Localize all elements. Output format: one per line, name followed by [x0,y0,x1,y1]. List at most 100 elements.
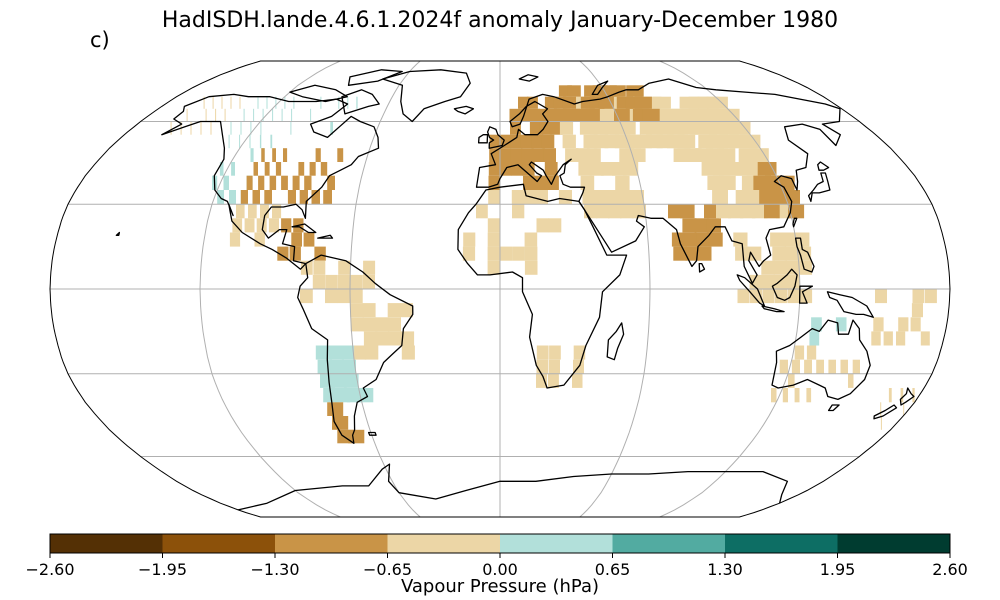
anomaly-cell-india [668,204,683,219]
coastline-new-zealand-north [899,387,915,406]
anomaly-cell-southern-south-america [341,359,356,374]
anomaly-cell-northern-russia [558,85,572,97]
anomaly-cell-middle-east [608,204,622,219]
anomaly-cell-eastern-us [309,162,316,176]
anomaly-cell-pacific-islands [896,331,906,346]
anomaly-cell-southern-south-america [328,345,342,360]
anomaly-cell-new-zealand [880,402,882,416]
anomaly-cell-western-canada [291,108,293,122]
anomaly-cell-brazil [400,303,413,318]
colorbar-swatch [837,534,951,553]
anomaly-cell-australia [779,359,788,374]
anomaly-cell-western-canada [243,108,245,122]
coastline-greenland [382,69,471,123]
anomaly-cell-southeast-asia [762,289,775,304]
anomaly-cell-europe [510,134,522,149]
anomaly-cell-brazil [375,317,389,332]
anomaly-cell-russia [652,96,671,109]
anomaly-cell-western-canada [249,134,251,149]
anomaly-cell-middle-east [594,190,608,205]
anomaly-cell-southern-south-america [335,388,351,403]
anomaly-cell-north-africa [536,218,550,233]
colorbar-swatches [50,534,951,553]
anomaly-cell-central-us [261,148,265,162]
anomaly-cell-europe [544,162,558,176]
anomaly-cell-mexico [268,218,279,233]
anomaly-cell-western-canada [266,96,268,109]
anomaly-cell-scandinavia [510,121,521,135]
anomaly-cell-caribbean [303,232,315,247]
anomaly-cell-southeast-asia [773,260,788,275]
anomaly-cell-australia [840,359,848,374]
coastlines [115,69,915,511]
anomaly-cell-brazil [364,345,379,360]
anomaly-cell-russia [677,134,696,149]
anomaly-cell-middle-east [612,162,627,176]
anomaly-cell-northern-canada [347,96,349,109]
anomaly-cell-caribbean [314,246,326,261]
anomaly-cell-mexico [256,218,267,233]
anomaly-cell-alaska [212,96,214,109]
anomaly-cell-western-canada [272,108,274,122]
anomaly-cell-pacific-islands [912,289,925,304]
anomaly-cell-west-africa [500,246,513,261]
anomaly-cell-middle-east [589,162,604,176]
anomaly-cell-russia [717,148,736,162]
anomaly-cell-west-africa [524,246,538,261]
anomaly-cell-southern-africa [536,359,548,374]
coastline-philippines [794,237,815,273]
graticule-lines [50,61,950,517]
anomaly-cell-europe [531,134,544,149]
anomaly-cell-southeast-asia [761,260,775,275]
colorbar-label: Vapour Pressure (hPa) [400,576,600,597]
meridian-line [199,61,341,517]
anomaly-cell-western-canada [262,108,264,122]
anomaly-cell-mexico [254,232,265,247]
anomaly-cell-brazil [363,317,377,332]
anomaly-cell-middle-east [615,175,630,190]
anomaly-cell-northern-canada [310,108,312,122]
anomaly-cell-west-africa [487,246,500,261]
anomaly-cell-china [752,204,768,219]
anomaly-cell-brazil [362,303,376,318]
anomaly-cell-western-canada [240,121,242,135]
anomaly-cell-middle-east [582,190,596,205]
anomaly-cell-europe [511,162,523,176]
anomaly-cell-northern-russia [567,85,581,97]
anomaly-cell-india [706,218,721,233]
anomaly-cell-patagonia [348,429,365,444]
anomaly-cell-west-africa [463,232,476,247]
anomaly-cell-china [718,175,736,190]
anomaly-cell-pacific-islands [871,331,881,346]
anomaly-cell-western-us [250,148,254,162]
anomaly-cell-scandinavia [529,121,542,135]
anomaly-cell-russia [559,121,574,135]
anomaly-cell-mexico [248,204,257,219]
anomaly-cell-west-africa [524,232,538,247]
anomaly-cell-southern-africa [572,373,583,388]
coastline-north-america [161,93,380,270]
anomaly-cell-eastern-us [337,148,344,162]
anomaly-cell-europe [489,134,500,149]
anomaly-cell-europe [521,148,534,162]
anomaly-cell-scandinavia [509,108,520,122]
coastline-cuba [291,223,317,234]
anomaly-cell-eastern-us [292,175,300,190]
coastline-novaya-zemlya [591,80,609,96]
anomaly-cell-southeast-asia [794,232,810,247]
anomaly-cell-middle-east [606,190,620,205]
coastline-falklands [367,431,377,436]
anomaly-cell-brazil [376,331,390,346]
anomaly-cell-southeast-asia [770,232,785,247]
anomaly-cell-middle-east [617,190,632,205]
anomaly-cell-europe [543,148,556,162]
anomaly-cell-north-africa [476,204,488,219]
coastline-baffin [341,89,380,115]
coastline-hispaniola [317,234,334,239]
anomaly-cell-mexico [244,218,255,233]
colorbar-tick-label: 1.30 [707,560,743,579]
anomaly-cell-pacific-islands [875,289,887,304]
anomaly-cell-central-us [246,175,253,190]
anomaly-cell-alaska [215,108,217,122]
